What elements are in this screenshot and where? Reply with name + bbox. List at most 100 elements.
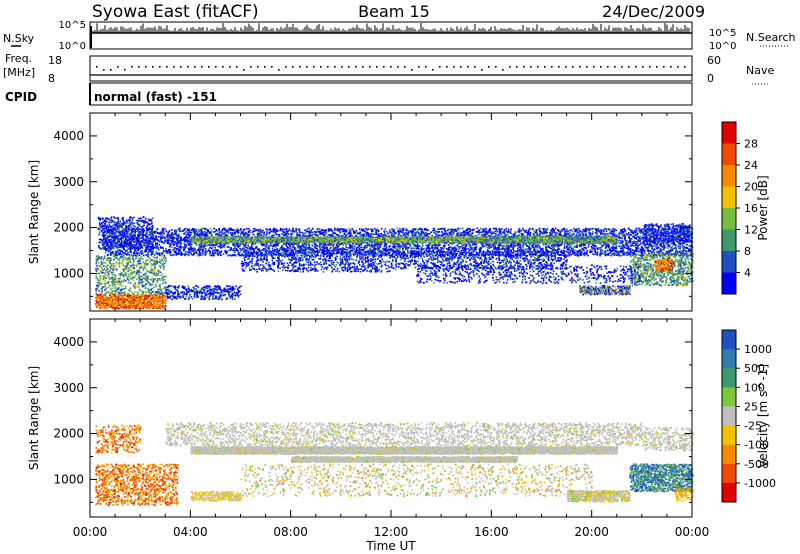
range-cell — [275, 231, 277, 233]
range-cell — [631, 230, 633, 232]
range-cell — [309, 255, 311, 257]
range-cell — [603, 229, 605, 231]
nave-dot — [390, 66, 392, 68]
nave-dot — [334, 66, 336, 68]
range-cell — [513, 244, 515, 246]
range-cell — [481, 234, 483, 236]
nave-dot — [684, 66, 686, 68]
range-cell — [425, 249, 427, 251]
range-cell — [415, 245, 417, 247]
nave-dot — [208, 66, 210, 68]
range-cell — [195, 251, 197, 253]
range-cell — [299, 232, 301, 234]
range-cell — [131, 254, 133, 256]
range-cell — [636, 230, 638, 232]
range-cell — [152, 249, 154, 251]
range-cell — [297, 255, 299, 257]
range-cell — [230, 247, 232, 249]
range-cell — [629, 229, 631, 231]
range-cell — [594, 254, 596, 256]
range-cell — [259, 232, 261, 234]
range-cell — [240, 233, 242, 235]
nave-dot — [677, 66, 679, 68]
range-cell — [640, 249, 642, 251]
range-cell — [571, 229, 573, 231]
nave-dot — [663, 66, 665, 68]
range-cell — [460, 232, 462, 234]
nave-dot — [145, 66, 147, 68]
range-cell — [329, 244, 331, 246]
range-cell — [384, 246, 386, 248]
range-cell — [432, 235, 434, 237]
range-cell — [430, 231, 432, 233]
range-cell — [439, 229, 441, 231]
range-cell — [475, 235, 477, 237]
range-cell — [502, 232, 504, 234]
nave-dot — [656, 66, 658, 68]
range-cell — [355, 243, 357, 245]
nave-dot — [131, 66, 133, 68]
range-cell — [224, 234, 226, 236]
range-cell — [172, 255, 174, 257]
range-cell — [548, 246, 550, 248]
range-cell — [485, 228, 487, 230]
range-cell — [234, 233, 236, 235]
range-cell — [276, 234, 278, 236]
range-cell — [419, 235, 421, 237]
range-cell — [331, 234, 333, 236]
cpid-panel: CPID normal (fast) -151 — [5, 83, 692, 105]
range-cell — [396, 249, 398, 251]
nave-dot — [194, 66, 196, 68]
range-cell — [227, 246, 229, 248]
range-cell — [346, 246, 348, 248]
freq-tick-low: 8 — [48, 72, 55, 85]
freq-label: Freq. — [5, 52, 32, 65]
range-cell — [192, 228, 194, 230]
range-cell — [429, 248, 431, 250]
range-cell — [180, 244, 182, 246]
range-cell — [139, 253, 141, 255]
range-cell — [321, 229, 323, 231]
range-cell — [580, 249, 582, 251]
nave-dot — [306, 66, 308, 68]
nave-dot — [481, 69, 483, 71]
range-cell — [687, 247, 689, 249]
nave-dot — [229, 66, 231, 68]
range-cell — [564, 244, 566, 246]
range-cell — [105, 237, 107, 239]
range-cell — [439, 235, 441, 237]
range-cell — [551, 251, 553, 253]
range-cell — [329, 235, 331, 237]
nave-dot — [278, 69, 280, 71]
range-cell — [268, 247, 270, 249]
range-cell — [588, 246, 590, 248]
range-cell — [535, 232, 537, 234]
range-cell — [530, 250, 532, 252]
range-cell — [483, 245, 485, 247]
nave-dot — [299, 66, 301, 68]
range-cell — [448, 244, 450, 246]
range-cell — [385, 228, 387, 230]
nave-dot — [467, 66, 469, 68]
nave-dot — [271, 66, 273, 68]
range-cell — [663, 244, 665, 246]
range-cell — [165, 248, 167, 250]
range-cell — [201, 244, 203, 246]
nave-dot — [341, 66, 343, 68]
range-cell — [235, 255, 237, 257]
range-cell — [190, 246, 192, 248]
freq-tick-high: 18 — [48, 54, 62, 67]
range-cell — [332, 232, 334, 234]
range-cell — [228, 250, 230, 252]
range-cell — [342, 244, 344, 246]
nave-dot — [397, 66, 399, 68]
range-cell — [624, 245, 626, 247]
nave-dot — [509, 66, 511, 68]
nave-dot — [558, 66, 560, 68]
nave-dot — [432, 69, 434, 71]
range-cell — [199, 246, 201, 248]
nave-tick-high: 60 — [707, 54, 721, 67]
range-cell — [230, 232, 232, 234]
nave-label: Nave — [746, 64, 774, 77]
